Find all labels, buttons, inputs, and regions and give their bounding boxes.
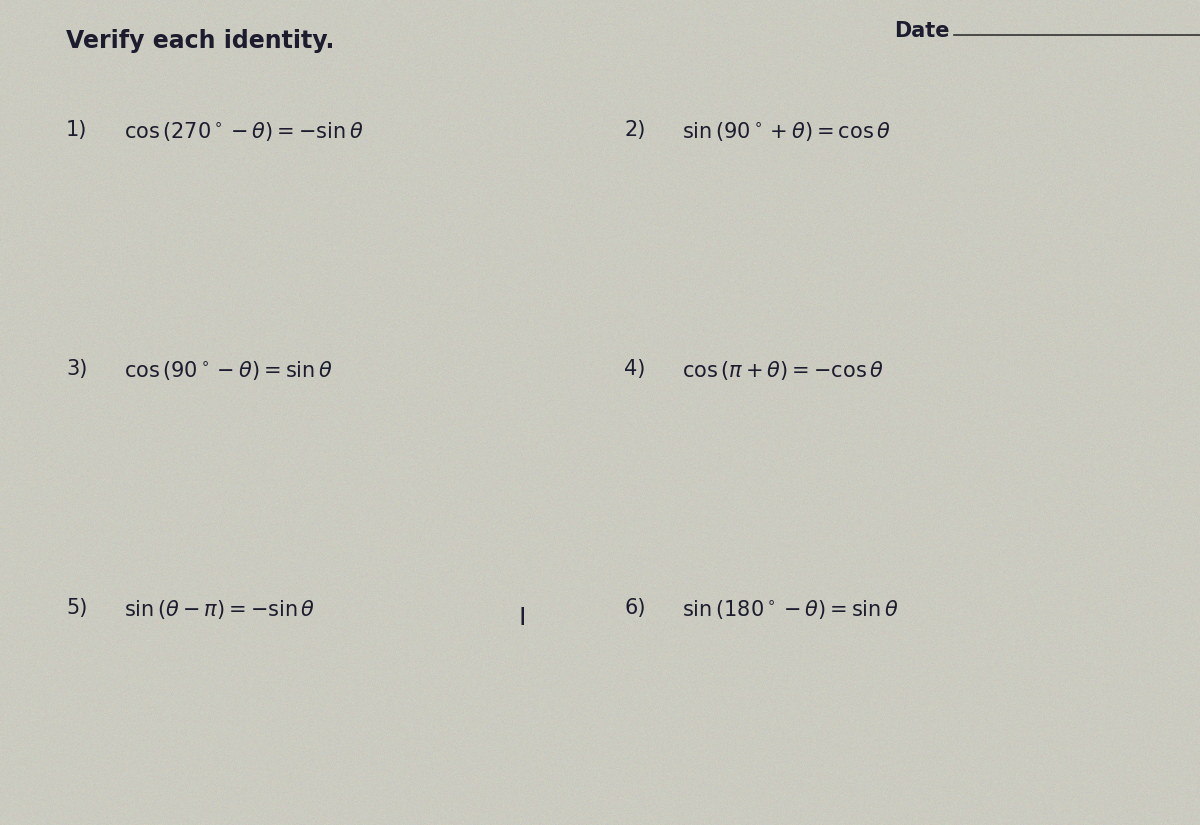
Text: $\mathrm{sin}\,(180^\circ - \theta) = \mathrm{sin}\,\theta$: $\mathrm{sin}\,(180^\circ - \theta) = \m…	[682, 598, 899, 621]
Text: Date: Date	[894, 21, 949, 40]
Text: Verify each identity.: Verify each identity.	[66, 29, 335, 53]
Text: $\mathrm{cos}\,(\pi + \theta) = {-}\mathrm{cos}\,\theta$: $\mathrm{cos}\,(\pi + \theta) = {-}\math…	[682, 359, 883, 382]
Text: I: I	[518, 606, 526, 630]
Text: 5): 5)	[66, 598, 88, 618]
Text: 4): 4)	[624, 359, 646, 379]
Text: $\mathrm{cos}\,(90^\circ - \theta) = \mathrm{sin}\,\theta$: $\mathrm{cos}\,(90^\circ - \theta) = \ma…	[124, 359, 332, 382]
Text: 1): 1)	[66, 120, 88, 139]
Text: 2): 2)	[624, 120, 646, 139]
Text: $\mathrm{sin}\,(90^\circ + \theta) = \mathrm{cos}\,\theta$: $\mathrm{sin}\,(90^\circ + \theta) = \ma…	[682, 120, 890, 143]
Text: $\mathrm{cos}\,(270^\circ - \theta) = {-}\mathrm{sin}\,\theta$: $\mathrm{cos}\,(270^\circ - \theta) = {-…	[124, 120, 364, 143]
Text: 6): 6)	[624, 598, 646, 618]
Text: $\mathrm{sin}\,(\theta - \pi) = {-}\mathrm{sin}\,\theta$: $\mathrm{sin}\,(\theta - \pi) = {-}\math…	[124, 598, 314, 621]
Text: 3): 3)	[66, 359, 88, 379]
